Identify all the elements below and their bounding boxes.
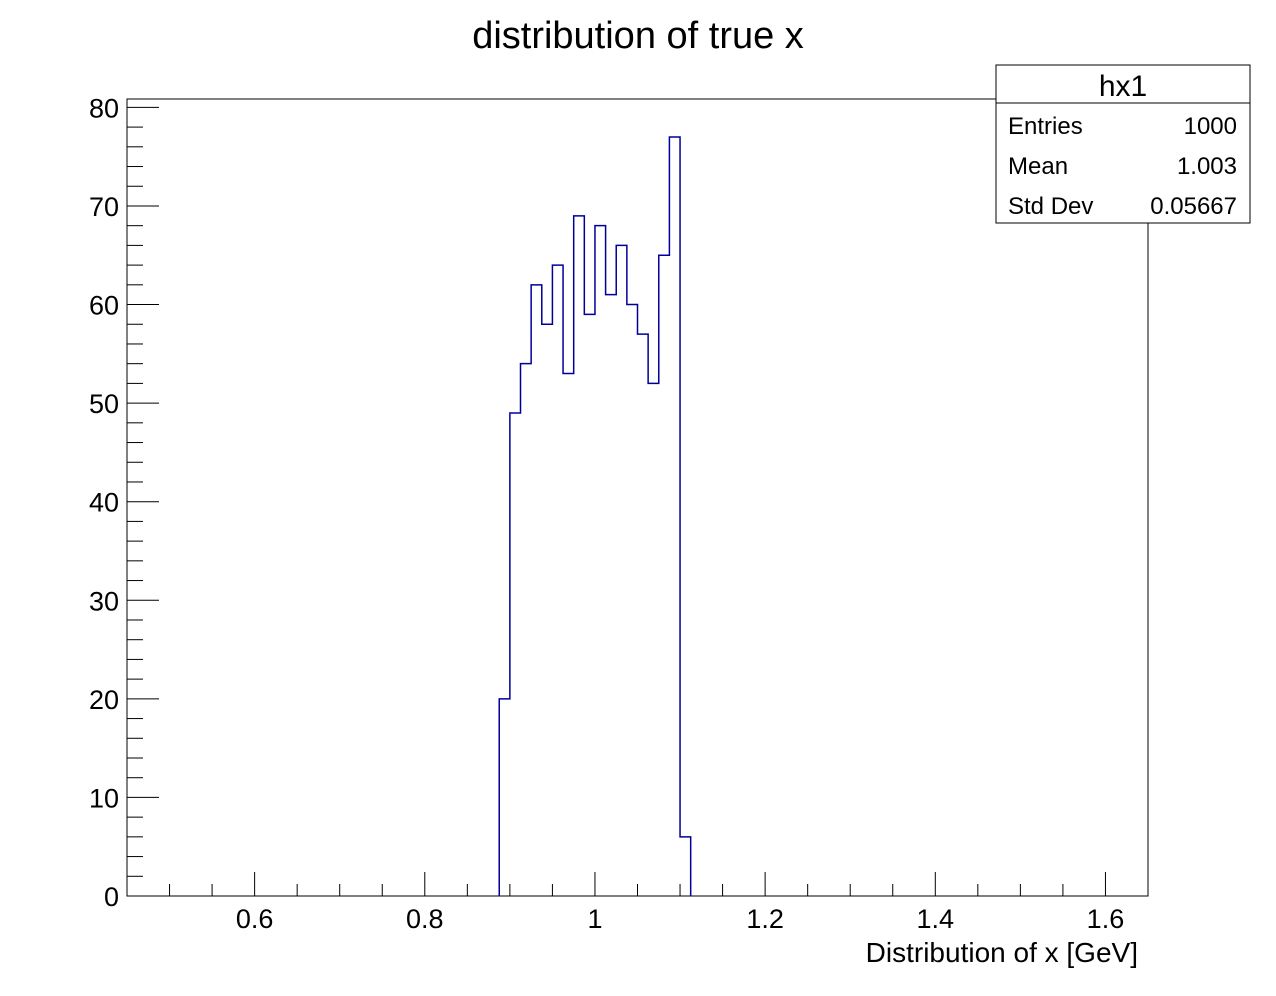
histogram-bin	[531, 285, 542, 896]
histogram-bin	[542, 324, 553, 896]
y-tick-label: 70	[89, 192, 119, 222]
y-tick-label: 60	[89, 291, 119, 321]
histogram-bin	[499, 699, 510, 896]
stats-box-frame	[995, 64, 1251, 224]
histogram-bin	[552, 265, 563, 896]
x-axis-ticks	[169, 872, 1106, 896]
histogram-bin	[595, 226, 606, 896]
stats-box-name: hx1	[1099, 70, 1147, 103]
x-tick-label: 1	[587, 904, 602, 934]
y-tick-label: 80	[89, 93, 119, 123]
histogram-bin	[563, 374, 574, 896]
stats-stddev-value: 0.05667	[1150, 193, 1237, 220]
stats-mean-label: Mean	[1008, 153, 1068, 180]
stats-entries-value: 1000	[1184, 113, 1237, 140]
x-axis-title: Distribution of x [GeV]	[866, 937, 1138, 968]
stats-box: hx1 Entries 1000 Mean 1.003 Std Dev 0.05…	[995, 64, 1251, 224]
histogram-series-outline	[498, 136, 692, 896]
histogram-bin	[510, 413, 521, 896]
x-axis-tick-labels: 0.6 0.8 1 1.2 1.4 1.6	[236, 904, 1124, 934]
histogram-bin	[521, 364, 532, 896]
y-tick-label: 20	[89, 685, 119, 715]
y-tick-label: 50	[89, 389, 119, 419]
x-tick-label: 0.8	[406, 904, 444, 934]
x-tick-label: 0.6	[236, 904, 274, 934]
histogram-bin	[638, 334, 649, 896]
histogram-bin	[648, 383, 659, 896]
x-tick-label: 1.6	[1087, 904, 1125, 934]
histogram-bin	[680, 837, 691, 896]
histogram-bin	[584, 314, 595, 896]
stats-stddev-label: Std Dev	[1008, 193, 1093, 220]
y-tick-label: 0	[104, 882, 119, 912]
histogram-bin	[616, 245, 627, 896]
chart-title: distribution of true x	[472, 15, 804, 57]
histogram-bin	[606, 295, 617, 896]
histogram-bin	[669, 137, 680, 896]
y-tick-label: 40	[89, 488, 119, 518]
y-tick-label: 30	[89, 586, 119, 616]
y-axis-ticks	[127, 106, 159, 897]
stats-mean-value: 1.003	[1177, 153, 1237, 180]
histogram-bin	[627, 305, 638, 896]
x-tick-label: 1.2	[746, 904, 784, 934]
y-tick-label: 10	[89, 783, 119, 813]
stats-entries-label: Entries	[1008, 113, 1083, 140]
histogram-bin	[574, 216, 585, 896]
x-tick-label: 1.4	[917, 904, 955, 934]
y-axis-tick-labels: 0 10 20 30 40 50 60 70 80	[89, 93, 119, 912]
histogram-bin	[659, 255, 670, 896]
plot-frame	[126, 98, 1149, 897]
